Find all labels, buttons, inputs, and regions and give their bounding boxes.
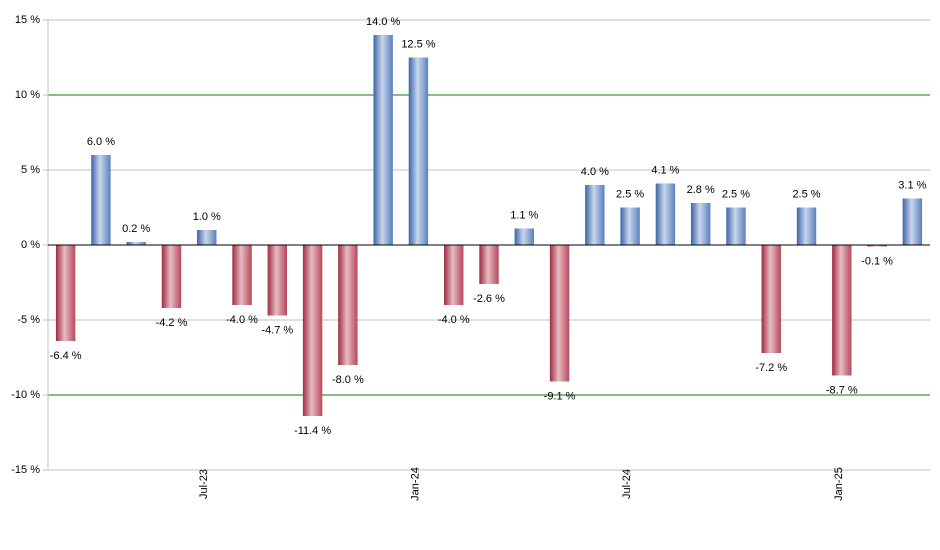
bar-value-label: 0.2 % — [122, 223, 150, 235]
bar — [91, 155, 110, 245]
x-tick-label: Jul-24 — [621, 469, 633, 499]
bar — [797, 208, 816, 246]
y-tick-label: 5 % — [21, 164, 40, 176]
bar — [303, 245, 322, 416]
bar — [232, 245, 251, 305]
bar — [762, 245, 781, 353]
bar-value-label: -4.0 % — [438, 314, 470, 326]
bar-value-label: -11.4 % — [294, 425, 331, 437]
x-tick-label: Jul-23 — [198, 469, 210, 499]
bar — [56, 245, 75, 341]
bar-value-label: 2.5 % — [792, 189, 820, 201]
bar-value-label: -9.1 % — [544, 391, 576, 403]
x-tick-labels: Jul-23 Jan-24 Jul-24 Jan-25 — [198, 467, 845, 501]
bar-value-label: 1.0 % — [193, 211, 221, 223]
bar-value-label: -4.2 % — [156, 317, 188, 329]
bar-value-label: -8.0 % — [332, 374, 364, 386]
bar-value-label: 3.1 % — [898, 180, 926, 192]
bar — [903, 199, 922, 246]
bar-value-label: 4.1 % — [651, 165, 679, 177]
y-tick-label: 0 % — [21, 239, 40, 251]
bar — [726, 208, 745, 246]
bar — [620, 208, 639, 246]
bar-value-label: -0.1 % — [861, 256, 893, 268]
y-tick-label: 15 % — [15, 14, 40, 26]
bar-value-label: -2.6 % — [473, 293, 505, 305]
bar — [444, 245, 463, 305]
y-tick-label: -5 % — [17, 314, 40, 326]
bars-layer — [56, 35, 922, 416]
bar-value-label: 12.5 % — [401, 39, 435, 51]
x-tick-label: Jan-25 — [833, 467, 845, 501]
bar — [197, 230, 216, 245]
bar-value-label: -4.0 % — [226, 314, 258, 326]
bar-value-label: -6.4 % — [50, 350, 82, 362]
bar-value-label: -8.7 % — [826, 385, 858, 397]
y-tick-label: -10 % — [11, 389, 40, 401]
y-tick-label: 10 % — [15, 89, 40, 101]
x-tick-label: Jan-24 — [409, 467, 421, 501]
bar-value-label: 2.5 % — [616, 189, 644, 201]
bar-value-label: -4.7 % — [261, 325, 293, 337]
bar-value-label: 2.8 % — [687, 184, 715, 196]
bar — [479, 245, 498, 284]
y-tick-label: -15 % — [11, 464, 40, 476]
bar-value-label: 1.1 % — [510, 210, 538, 222]
x-tick-label-group: Jul-24 — [621, 469, 633, 499]
bar-labels: -6.4 %6.0 %0.2 %-4.2 %1.0 %-4.0 %-4.7 %-… — [50, 16, 927, 437]
bar — [338, 245, 357, 365]
bar — [373, 35, 392, 245]
bar — [585, 185, 604, 245]
bar-value-label: 4.0 % — [581, 166, 609, 178]
x-tick-label-group: Jan-24 — [409, 467, 421, 501]
bar-value-label: 14.0 % — [366, 16, 400, 28]
bar — [515, 229, 534, 246]
bar — [409, 58, 428, 246]
bar-value-label: -7.2 % — [755, 362, 787, 374]
bar — [691, 203, 710, 245]
bar-value-label: 2.5 % — [722, 189, 750, 201]
bar-chart: -6.4 %6.0 %0.2 %-4.2 %1.0 %-4.0 %-4.7 %-… — [0, 0, 940, 550]
x-tick-label-group: Jan-25 — [833, 467, 845, 501]
bar — [162, 245, 181, 308]
x-tick-label-group: Jul-23 — [198, 469, 210, 499]
chart-svg: -6.4 %6.0 %0.2 %-4.2 %1.0 %-4.0 %-4.7 %-… — [0, 0, 940, 550]
bar-value-label: 6.0 % — [87, 136, 115, 148]
bar — [656, 184, 675, 246]
bar — [832, 245, 851, 376]
bar — [550, 245, 569, 382]
y-tick-labels: -15 % -10 % -5 % 0 % 5 % 10 % 15 % — [11, 14, 40, 476]
bar — [268, 245, 287, 316]
